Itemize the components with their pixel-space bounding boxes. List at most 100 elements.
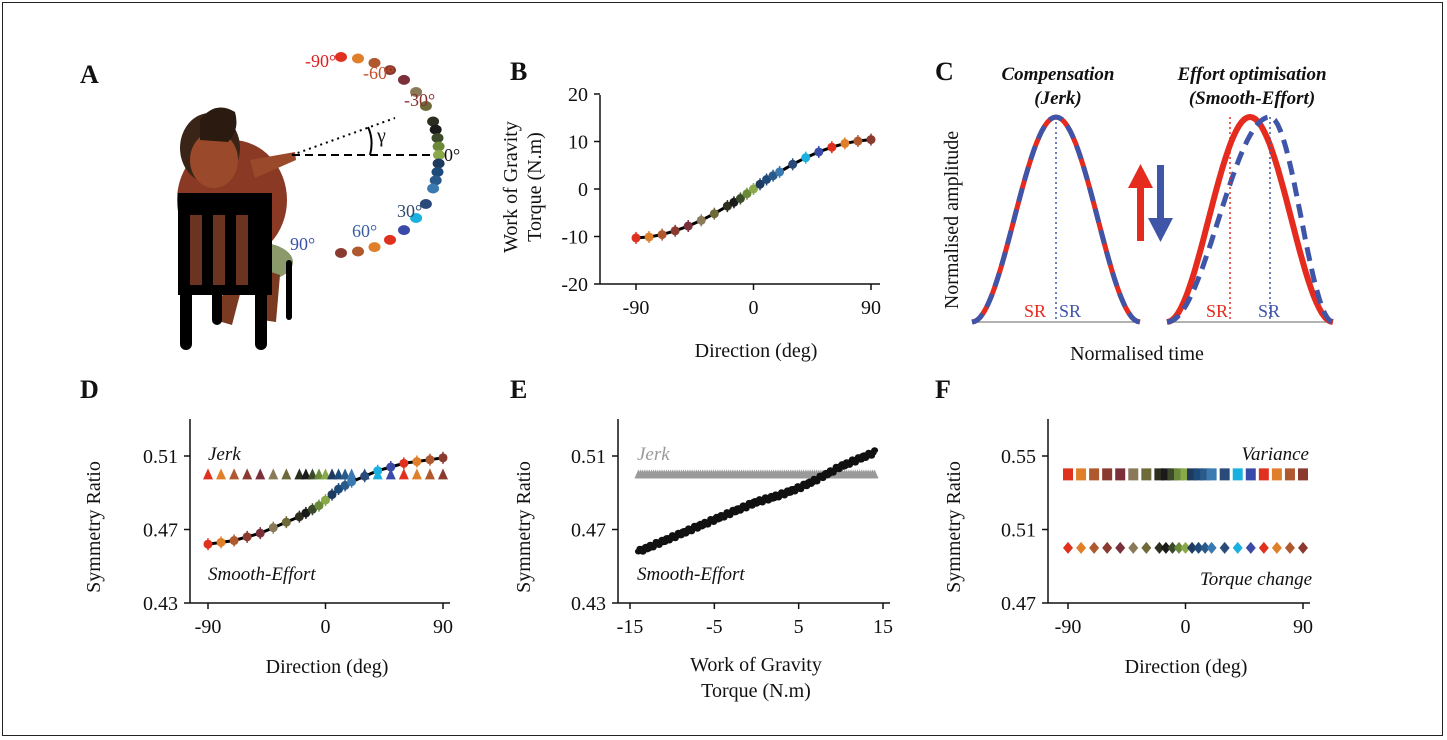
panel-d-jerk-marker bbox=[203, 468, 213, 480]
panel-letter-f: F bbox=[935, 375, 951, 404]
panel-b-point bbox=[657, 230, 667, 240]
panel-d-smooth-point bbox=[301, 508, 311, 518]
panel-d-jerk-marker bbox=[242, 468, 253, 480]
direction-dot bbox=[368, 57, 381, 68]
up-arrow-red bbox=[1128, 164, 1153, 241]
panel-d-jerk-marker bbox=[281, 468, 292, 480]
panel-d-jerk-marker bbox=[229, 468, 240, 480]
panel-b-xlabel: Direction (deg) bbox=[695, 340, 818, 362]
panel-b-point bbox=[735, 194, 745, 203]
direction-dot bbox=[431, 133, 444, 143]
panel-f-variance-marker bbox=[1167, 468, 1178, 481]
direction-dot bbox=[384, 234, 396, 245]
panel-b-point bbox=[814, 147, 824, 157]
direction-dot bbox=[427, 116, 440, 127]
panel-c-illustration: Compensation (Jerk) Effort optimisation … bbox=[941, 64, 1334, 365]
gamma-label: γ bbox=[376, 125, 386, 147]
x-tick-label: -15 bbox=[617, 616, 644, 638]
panel-f-torque-marker bbox=[1180, 541, 1191, 554]
direction-dot bbox=[352, 246, 364, 257]
panel-b-point bbox=[788, 159, 798, 169]
panel-f-torque-marker bbox=[1160, 541, 1171, 554]
panel-c-ylabel: Normalised amplitude bbox=[941, 131, 963, 309]
panel-c-sr-left-red: SR bbox=[1024, 301, 1046, 321]
panel-f-variance-marker bbox=[1128, 468, 1139, 481]
angle-label: 90° bbox=[290, 234, 315, 254]
angle-label: -30° bbox=[404, 90, 435, 110]
panel-b-point bbox=[722, 201, 732, 211]
panel-d-smooth-point bbox=[268, 523, 278, 533]
panel-b-point bbox=[827, 142, 837, 152]
panel-d-jerk-marker bbox=[346, 468, 357, 480]
panel-d-smooth-point bbox=[216, 537, 226, 547]
x-tick-label: 90 bbox=[1293, 616, 1313, 638]
panel-f-torque-marker bbox=[1173, 541, 1184, 554]
panel-e-xlabel-line2: Torque (N.m) bbox=[701, 680, 811, 702]
panel-d-smooth-point bbox=[425, 455, 435, 465]
panel-b-chart: Work of Gravity Torque (N.m) Direction (… bbox=[500, 84, 881, 362]
panel-f-torque-marker bbox=[1141, 541, 1152, 554]
panel-e-label-smooth: Smooth-Effort bbox=[637, 564, 745, 585]
panel-f-variance-marker bbox=[1219, 468, 1230, 481]
panel-b-point bbox=[683, 221, 693, 231]
panel-b-point bbox=[742, 189, 752, 199]
panel-f-torque-marker bbox=[1232, 541, 1243, 554]
panel-b-point bbox=[696, 215, 706, 225]
panel-c-sr-left-blue: SR bbox=[1059, 301, 1081, 321]
panel-letter-c: C bbox=[935, 57, 954, 86]
panel-f-torque-marker bbox=[1200, 541, 1211, 554]
panel-f-variance-marker bbox=[1173, 468, 1184, 481]
panel-b-point bbox=[840, 138, 850, 148]
direction-dot bbox=[398, 225, 410, 236]
panel-d-marks bbox=[203, 451, 448, 551]
panel-d-jerk-marker bbox=[313, 468, 324, 480]
panel-f-variance-marker bbox=[1187, 468, 1198, 481]
panel-d-chart: Symmetry Ratio Direction (deg) Jerk Smoo… bbox=[83, 419, 453, 678]
panel-f-torque-marker bbox=[1298, 541, 1308, 554]
panel-f-torque-marker bbox=[1128, 541, 1139, 554]
panel-d-smooth-point bbox=[334, 484, 344, 494]
panel-d-smooth-point bbox=[360, 471, 370, 481]
angle-labels: -90° -60° -30° 0° 30° 60° 90° bbox=[290, 51, 460, 254]
panel-d-smooth-point bbox=[281, 517, 291, 527]
panel-d-jerk-marker bbox=[320, 468, 331, 480]
x-tick-label: 0 bbox=[1181, 616, 1191, 638]
panel-b-point bbox=[631, 233, 641, 243]
panel-b-point bbox=[729, 197, 739, 207]
panel-d-jerk-marker bbox=[424, 468, 435, 480]
panel-d-jerk-marker bbox=[255, 468, 266, 480]
panel-f-variance-marker bbox=[1245, 468, 1256, 481]
x-tick-label: 5 bbox=[794, 616, 804, 638]
direction-dot bbox=[432, 158, 445, 169]
panel-d-smooth-point bbox=[203, 539, 213, 549]
y-tick-label: 20 bbox=[568, 84, 588, 106]
y-tick-label: 0.47 bbox=[1001, 593, 1036, 615]
panel-c-sr-right-red: SR bbox=[1206, 301, 1228, 321]
panel-f-torque-marker bbox=[1245, 541, 1256, 554]
y-tick-label: 0.43 bbox=[571, 593, 606, 615]
x-tick-label: 0 bbox=[749, 297, 759, 319]
panel-f-torque-marker bbox=[1193, 541, 1204, 554]
panel-d-jerk-marker bbox=[333, 468, 344, 480]
x-tick-label: 90 bbox=[861, 297, 881, 319]
panel-d-smooth-point bbox=[314, 501, 324, 511]
panel-a-illustration: γ -90° -60° -30° 0° 30° 60° 90° bbox=[177, 51, 460, 350]
panel-letter-b: B bbox=[510, 57, 527, 86]
panel-f-variance-marker bbox=[1076, 468, 1087, 481]
y-tick-label: -10 bbox=[561, 227, 588, 249]
panel-c-title-left-2: (Jerk) bbox=[1034, 88, 1081, 109]
panel-b-point bbox=[749, 184, 758, 194]
panel-d-ylabel: Symmetry Ratio bbox=[83, 461, 105, 593]
panel-e-chart: Symmetry Ratio Work of Gravity Torque (N… bbox=[513, 419, 893, 702]
angle-label: 0° bbox=[444, 145, 460, 165]
panel-b-point bbox=[775, 167, 785, 177]
panel-d-smooth-point bbox=[347, 477, 357, 487]
panel-f-variance-marker bbox=[1160, 468, 1171, 481]
panel-d-jerk-marker bbox=[307, 468, 318, 480]
panel-d-jerk-marker bbox=[300, 468, 311, 480]
y-tick-label: 0.47 bbox=[571, 520, 606, 542]
panel-d-smooth-point bbox=[242, 532, 252, 542]
x-tick-label: 90 bbox=[433, 616, 453, 638]
